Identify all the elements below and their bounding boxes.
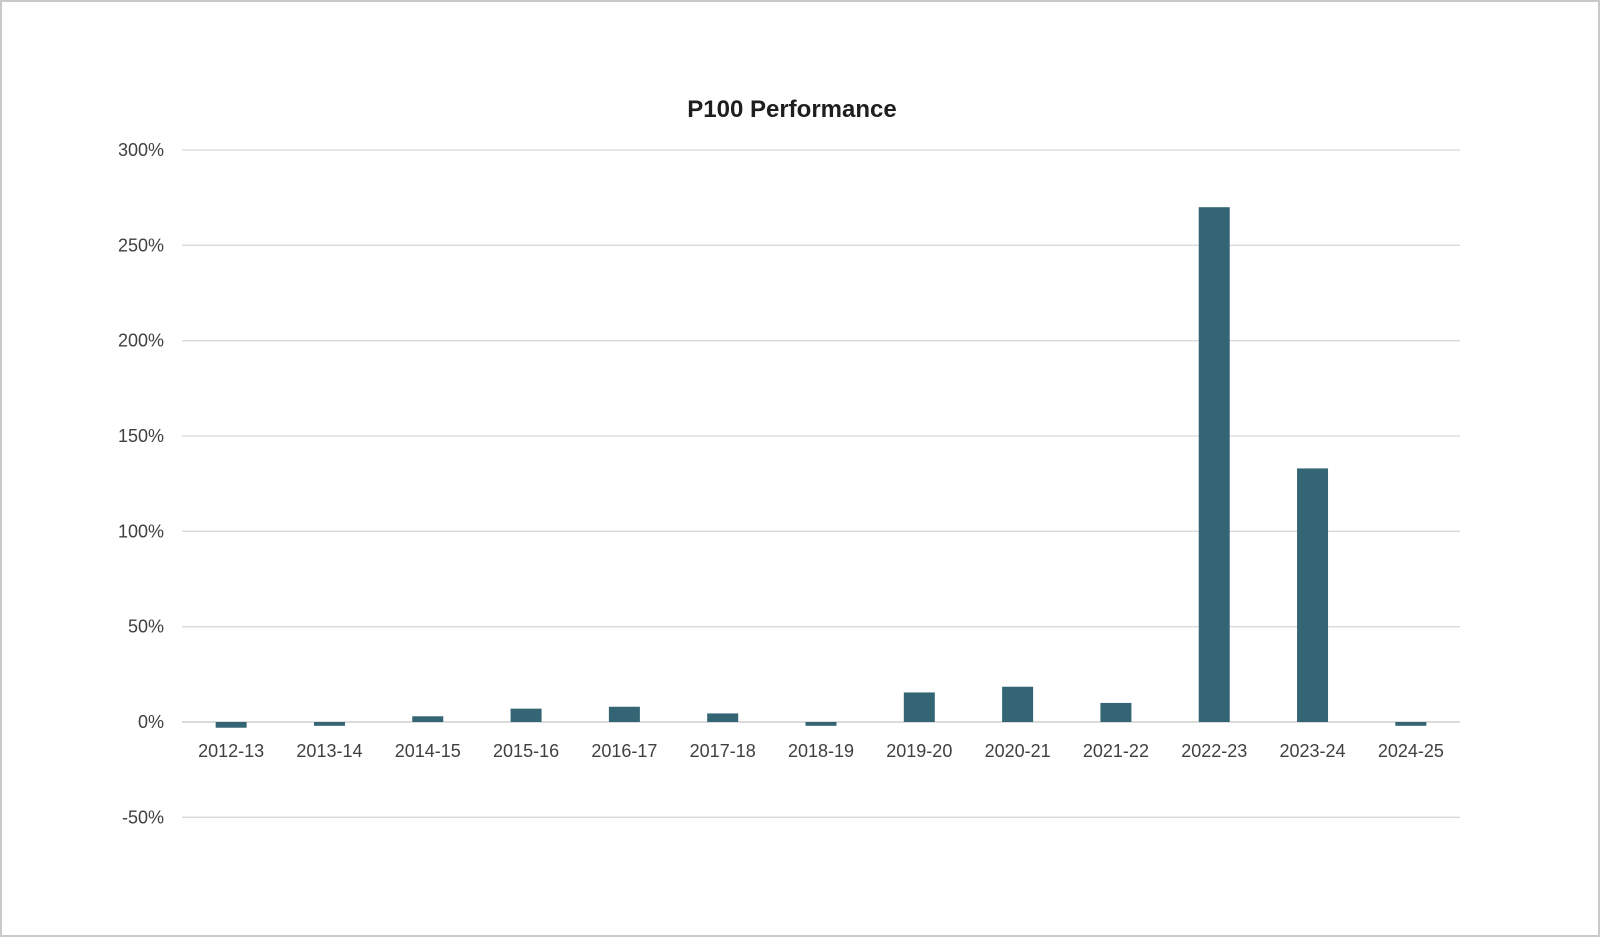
x-tick-label: 2015-16: [493, 741, 559, 761]
y-tick-label: 0%: [138, 712, 164, 732]
x-tick-label: 2024-25: [1378, 741, 1444, 761]
bar: [1100, 702, 1132, 722]
bar: [412, 716, 444, 722]
bar: [1198, 207, 1230, 722]
y-tick-label: 150%: [118, 426, 164, 446]
x-axis-tick-labels: 2012-13 2013-14 2014-15 2015-16 2016-17 2017-…: [198, 741, 1444, 761]
bar: [903, 692, 935, 722]
y-axis-tick-labels: -50% 0% 50% 100% 150% 200% 250% 300%: [118, 140, 164, 827]
x-tick-label: 2020-21: [985, 741, 1051, 761]
bar: [805, 722, 837, 726]
y-tick-label: 200%: [118, 331, 164, 351]
x-tick-label: 2019-20: [886, 741, 952, 761]
bar: [510, 708, 542, 722]
bar: [1297, 468, 1329, 722]
y-tick-label: 300%: [118, 140, 164, 160]
bar: [1395, 722, 1427, 726]
x-tick-label: 2017-18: [690, 741, 756, 761]
bar: [1002, 686, 1034, 722]
x-tick-label: 2018-19: [788, 741, 854, 761]
x-tick-label: 2022-23: [1181, 741, 1247, 761]
bar: [608, 706, 640, 722]
bars: [215, 207, 1427, 728]
gridlines: [182, 149, 1460, 818]
x-tick-label: 2016-17: [591, 741, 657, 761]
chart-title: P100 Performance: [687, 96, 896, 123]
bar: [215, 722, 247, 728]
bar: [313, 722, 345, 726]
x-tick-label: 2023-24: [1280, 741, 1346, 761]
y-tick-label: 250%: [118, 235, 164, 255]
bar: [707, 713, 739, 722]
x-tick-label: 2014-15: [395, 741, 461, 761]
y-tick-label: -50%: [122, 807, 164, 827]
x-tick-label: 2013-14: [296, 741, 362, 761]
y-tick-label: 100%: [118, 521, 164, 541]
x-tick-label: 2012-13: [198, 741, 264, 761]
x-tick-label: 2021-22: [1083, 741, 1149, 761]
y-tick-label: 50%: [128, 617, 164, 637]
